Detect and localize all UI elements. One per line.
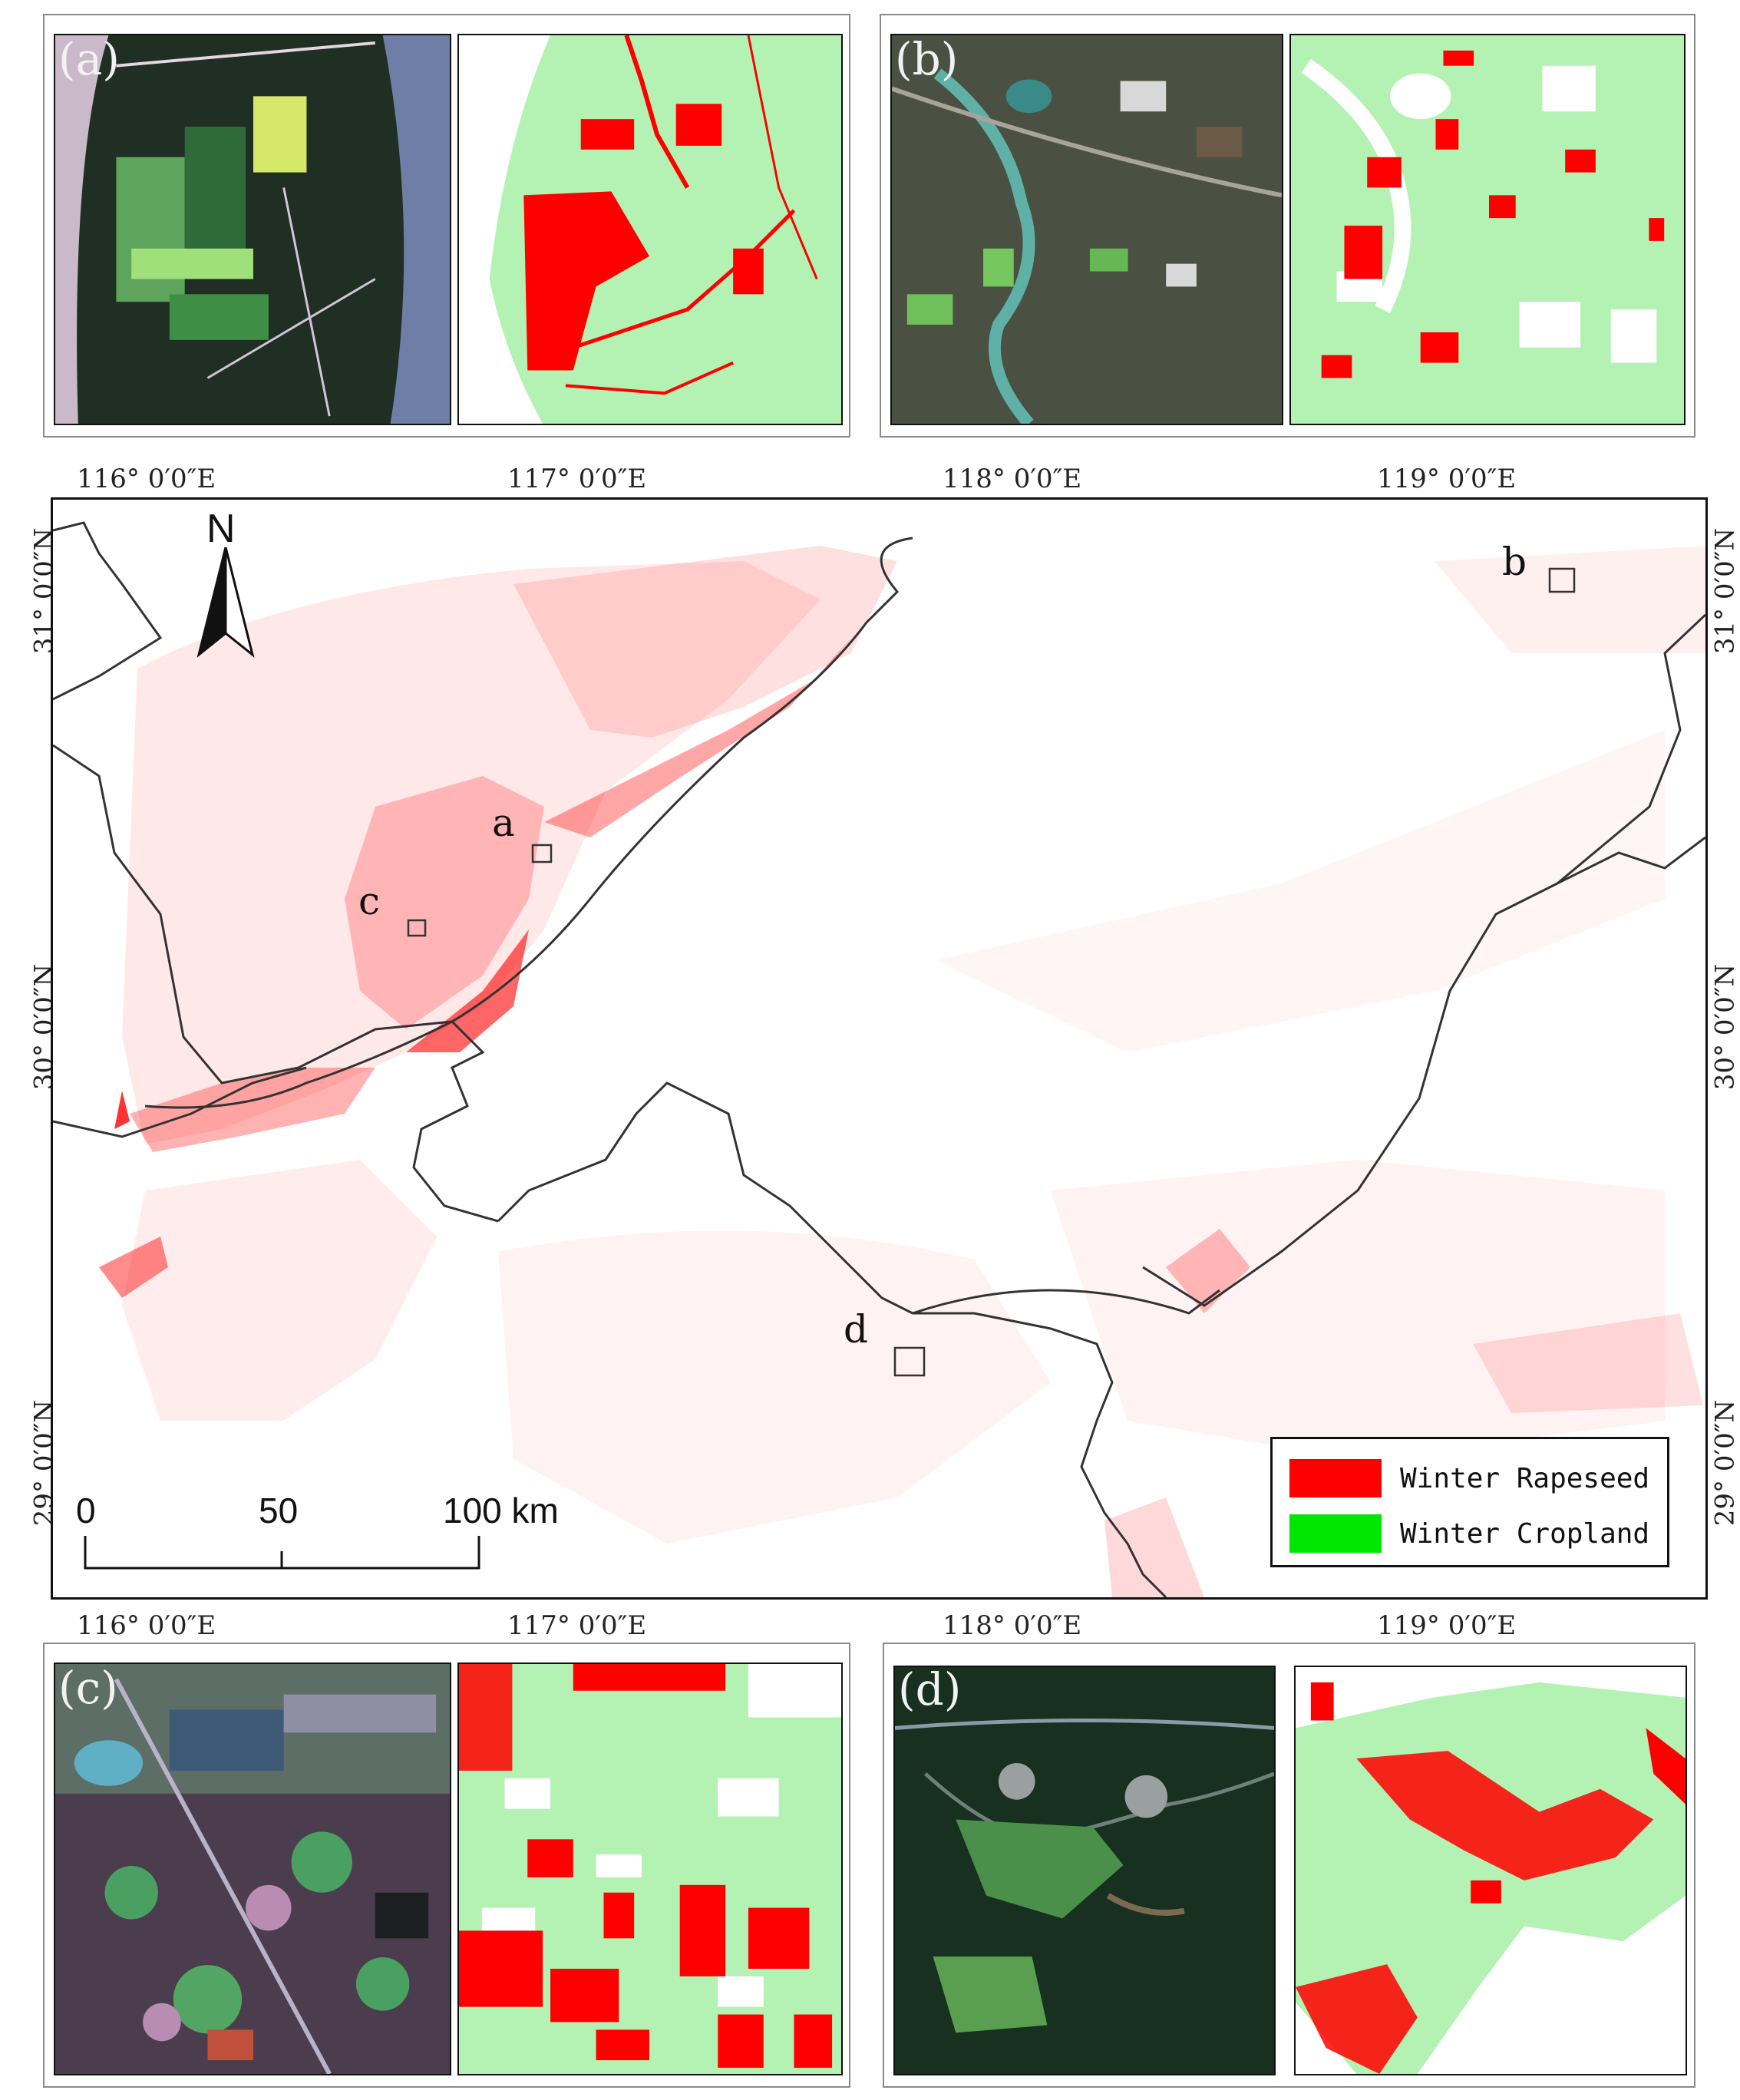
north-arrow-icon bbox=[196, 547, 255, 658]
lon-label-top-118: 118° 0′0″E bbox=[943, 464, 1082, 494]
lon-label-bottom-119: 119° 0′0″E bbox=[1377, 1610, 1517, 1641]
legend-item-winter-cropland: Winter Cropland bbox=[1289, 1514, 1649, 1553]
lat-label-right-30: 30° 0′0″N bbox=[1709, 963, 1740, 1091]
scale-bar bbox=[84, 1536, 480, 1570]
main-map: a b c d N 0 50 100 km bbox=[51, 497, 1708, 1600]
lon-label-bottom-118: 118° 0′0″E bbox=[943, 1610, 1082, 1641]
legend-swatch-cropland bbox=[1289, 1514, 1382, 1553]
panel-b-label: (b) bbox=[895, 33, 959, 85]
panel-d-satellite-image bbox=[893, 1666, 1276, 2075]
panel-a-label: (a) bbox=[58, 33, 120, 85]
panel-a-classification-map bbox=[457, 34, 843, 425]
region-box-a bbox=[531, 844, 553, 863]
study-boundaries bbox=[53, 521, 1705, 1597]
region-label-a: a bbox=[492, 801, 515, 845]
north-arrow: N bbox=[191, 506, 260, 659]
region-label-d: d bbox=[844, 1307, 869, 1352]
region-label-c: c bbox=[358, 879, 381, 923]
region-box-b bbox=[1548, 567, 1576, 593]
rapeseed-distribution bbox=[99, 546, 1705, 1597]
panel-a-satellite-image bbox=[54, 34, 451, 425]
scale-label-0: 0 bbox=[76, 1491, 96, 1530]
map-legend: Winter Rapeseed Winter Cropland bbox=[1270, 1437, 1669, 1567]
panel-b-frame: (b) bbox=[880, 14, 1695, 438]
panel-a-frame: (a) bbox=[43, 14, 850, 438]
panel-d-label: (d) bbox=[898, 1663, 962, 1715]
scale-label-100: 100 km bbox=[443, 1491, 559, 1530]
region-box-d bbox=[893, 1346, 926, 1377]
lon-label-top-116: 116° 0′0″E bbox=[77, 464, 216, 494]
lat-label-right-31: 31° 0′0″N bbox=[1709, 527, 1740, 655]
panel-b-classification-map bbox=[1289, 34, 1686, 425]
panel-d-frame: (d) bbox=[883, 1643, 1695, 2088]
lon-label-top-119: 119° 0′0″E bbox=[1377, 464, 1517, 494]
legend-item-winter-rapeseed: Winter Rapeseed bbox=[1289, 1459, 1649, 1497]
panel-c-frame: (c) bbox=[43, 1643, 850, 2088]
lon-label-top-117: 117° 0′0″E bbox=[507, 464, 647, 494]
panel-d-classification-map bbox=[1294, 1666, 1687, 2075]
lon-label-bottom-117: 117° 0′0″E bbox=[507, 1610, 647, 1641]
panel-b-satellite-image bbox=[890, 34, 1283, 425]
legend-label-cropland: Winter Cropland bbox=[1400, 1517, 1650, 1550]
legend-swatch-rapeseed bbox=[1289, 1459, 1382, 1497]
north-label: N bbox=[206, 507, 236, 551]
map-canvas bbox=[53, 521, 1705, 1597]
scale-label-50: 50 bbox=[259, 1491, 299, 1530]
region-boxes bbox=[407, 567, 1576, 1377]
legend-label-rapeseed: Winter Rapeseed bbox=[1400, 1462, 1650, 1494]
region-label-b: b bbox=[1502, 540, 1527, 584]
panel-c-label: (c) bbox=[58, 1662, 118, 1714]
region-box-c bbox=[407, 919, 427, 937]
lat-label-right-29: 29° 0′0″N bbox=[1709, 1399, 1740, 1527]
panel-c-classification-map bbox=[457, 1663, 843, 2075]
lon-label-bottom-116: 116° 0′0″E bbox=[77, 1610, 216, 1641]
panel-c-satellite-image bbox=[54, 1663, 451, 2075]
